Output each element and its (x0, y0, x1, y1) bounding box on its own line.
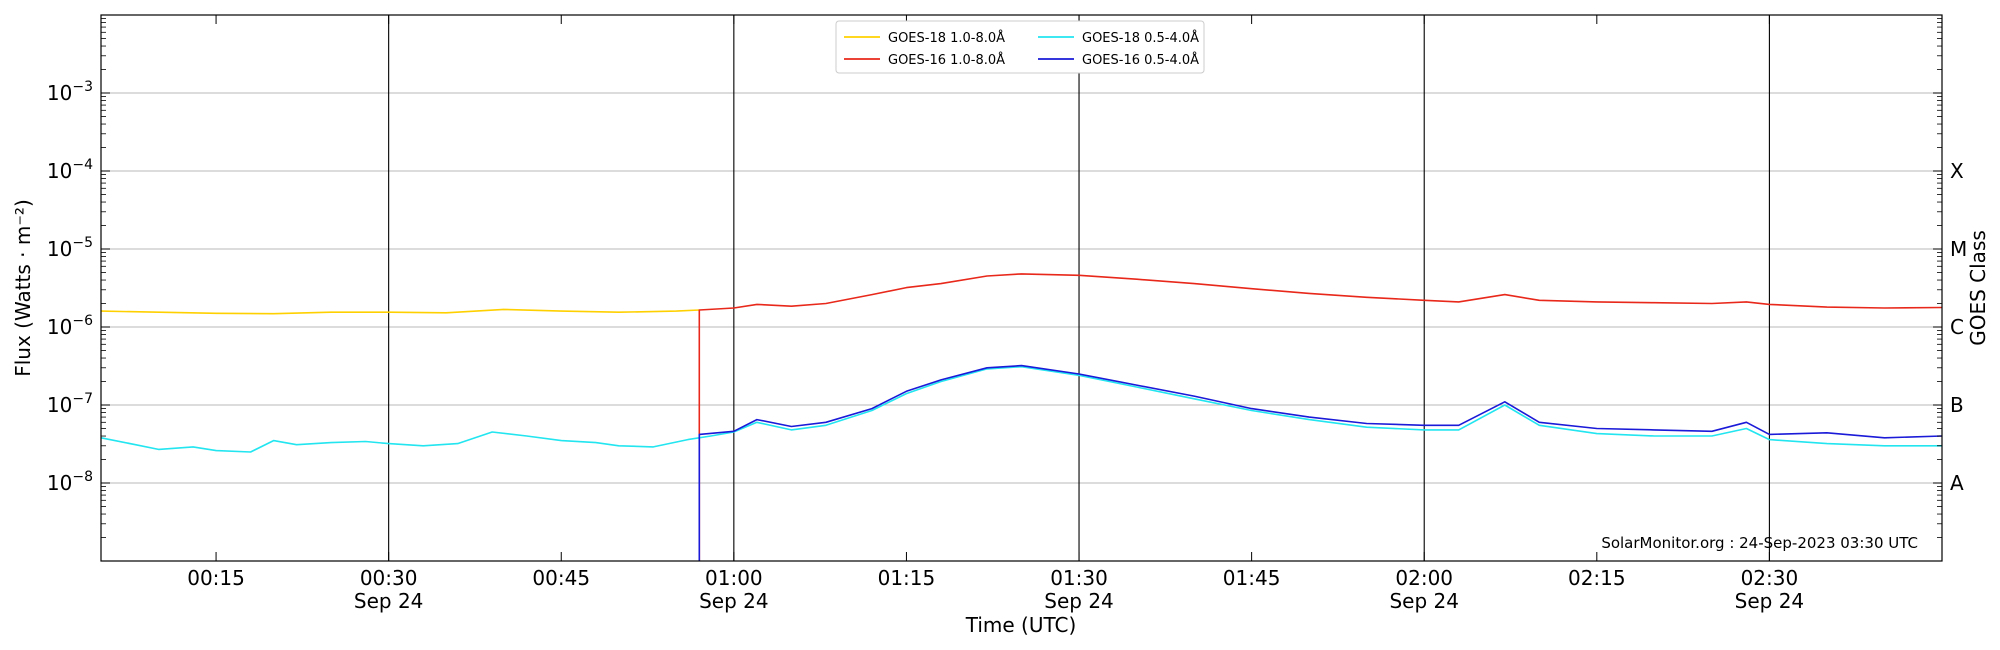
right-axis-label: GOES Class (1966, 230, 1990, 346)
plot-background (101, 15, 1942, 561)
y-axis-label: Flux (Watts · m⁻²) (11, 199, 35, 377)
x-axis-label: Time (UTC) (965, 613, 1077, 637)
goes-class-label: C (1950, 315, 1964, 339)
x-tick-label: 00:15 (187, 566, 245, 590)
plot-frame (100, 14, 1943, 562)
x-tick-label: 02:00 (1395, 566, 1453, 590)
watermark: SolarMonitor.org : 24-Sep-2023 03:30 UTC (1601, 534, 1918, 552)
x-tick-date-label: Sep 24 (354, 589, 424, 613)
x-tick-date-label: Sep 24 (1389, 589, 1459, 613)
x-tick-date-label: Sep 24 (1044, 589, 1114, 613)
legend-box (835, 20, 1205, 74)
x-tick-label: 00:45 (532, 566, 590, 590)
x-tick-date-label: Sep 24 (1735, 589, 1805, 613)
series-lines (100, 273, 1943, 561)
goes-class-label: X (1950, 159, 1964, 183)
legend-label: GOES-16 1.0-8.0Å (888, 52, 1005, 68)
y-tick-label: 10−4 (47, 157, 93, 183)
x-tick-date-label: Sep 24 (699, 589, 769, 613)
x-tick-label: 00:30 (360, 566, 418, 590)
goes-class-label: M (1950, 237, 1967, 261)
x-tick-label: 01:15 (878, 566, 936, 590)
x-tick-label: 01:45 (1223, 566, 1281, 590)
goes-class-label: A (1950, 471, 1964, 495)
series-line (100, 308, 700, 315)
x-tick-label: 02:30 (1741, 566, 1799, 590)
y-tick-label: 10−8 (47, 469, 93, 495)
legend-label: GOES-16 0.5-4.0Å (1082, 52, 1199, 68)
y-tick-label: 10−5 (47, 235, 93, 261)
legend-label: GOES-18 0.5-4.0Å (1082, 30, 1199, 46)
x-tick-label: 02:15 (1568, 566, 1626, 590)
x-tick-label: 01:30 (1050, 566, 1108, 590)
series-line (100, 365, 1942, 453)
series-line (698, 364, 1943, 561)
y-tick-label: 10−7 (47, 391, 93, 417)
y-tick-label: 10−3 (47, 79, 93, 105)
y-tick-label: 10−6 (47, 313, 93, 339)
legend-label: GOES-18 1.0-8.0Å (888, 30, 1005, 46)
x-tick-label: 01:00 (705, 566, 763, 590)
legend: GOES-18 1.0-8.0Å GOES-16 1.0-8.0Å GOES-18 … (835, 20, 1205, 74)
series-line (698, 273, 1943, 561)
grid (101, 15, 1942, 561)
goes-class-label: B (1950, 393, 1964, 417)
